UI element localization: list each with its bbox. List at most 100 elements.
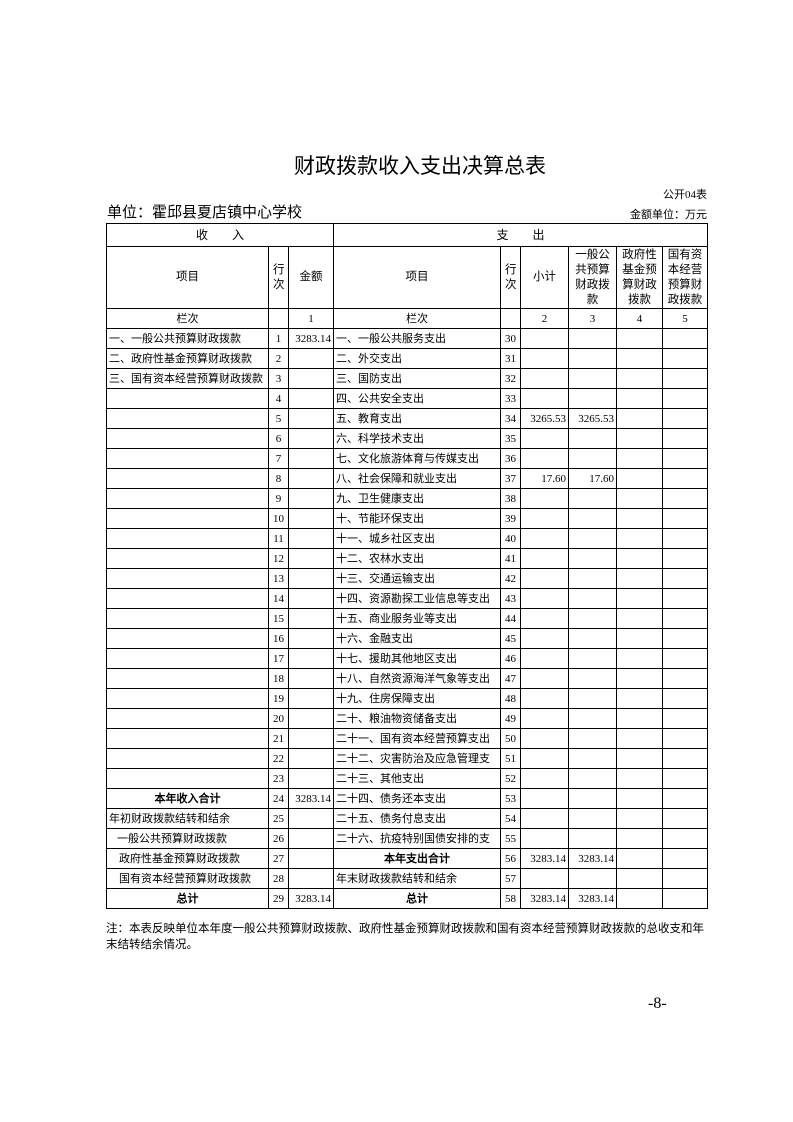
table-cell <box>106 748 269 769</box>
amount-unit: 金额单位：万元 <box>630 209 707 221</box>
table-cell <box>568 808 617 829</box>
table-cell <box>288 848 334 869</box>
table-cell <box>568 608 617 629</box>
table-cell <box>520 348 569 369</box>
table-cell: 支 出 <box>332 223 709 247</box>
table-cell <box>661 368 709 389</box>
table-cell: 二、政府性基金预算财政拨款 <box>106 348 269 369</box>
table-row: 总计 29 3283.14 总计 58 3283.14 3283.14 <box>106 888 709 909</box>
table-cell <box>568 388 617 409</box>
table-row: 4 四、公共安全支出 33 <box>106 388 709 409</box>
table-cell <box>520 668 569 689</box>
table-cell <box>568 768 617 789</box>
table-cell <box>288 408 334 429</box>
table-cell: 5 <box>268 408 289 429</box>
table-cell <box>520 528 569 549</box>
table-cell: 40 <box>500 528 521 549</box>
table-cell: 50 <box>500 728 521 749</box>
table-cell: 3283.14 <box>520 888 569 909</box>
table-cell: 17 <box>268 648 289 669</box>
table-cell: 1 <box>268 328 289 349</box>
table-cell <box>520 768 569 789</box>
table-cell <box>106 428 269 449</box>
table-cell <box>106 468 269 489</box>
table-cell <box>616 448 663 469</box>
table-cell: 本年收入合计 <box>106 788 269 809</box>
table-cell <box>568 748 617 769</box>
table-cell: 栏次 <box>106 308 269 329</box>
table-cell <box>268 308 289 329</box>
table-row: 20 二十、粮油物资储备支出 49 <box>106 708 709 729</box>
table-cell <box>661 628 709 649</box>
table-row: 9 九、卫生健康支出 38 <box>106 488 709 509</box>
table-cell: 3265.53 <box>520 408 569 429</box>
table-cell <box>568 568 617 589</box>
table-cell <box>616 868 663 889</box>
table-cell <box>520 868 569 889</box>
table-cell <box>616 488 663 509</box>
table-cell: 一、一般公共服务支出 <box>333 328 501 349</box>
table-cell: 小计 <box>520 246 569 309</box>
table-cell <box>568 668 617 689</box>
table-cell: 43 <box>500 588 521 609</box>
table-cell: 年末财政拨款结转和结余 <box>333 868 501 889</box>
table-cell <box>288 628 334 649</box>
table-cell <box>288 348 334 369</box>
table-cell: 27 <box>268 848 289 869</box>
table-cell <box>661 388 709 409</box>
table-cell <box>106 728 269 749</box>
table-cell: 政府性基金预算财政拨款 <box>106 848 269 869</box>
table-cell <box>661 428 709 449</box>
table-cell <box>520 448 569 469</box>
table-cell: 6 <box>268 428 289 449</box>
table-cell <box>288 368 334 389</box>
table-cell <box>288 868 334 889</box>
table-row: 6 六、科学技术支出 35 <box>106 428 709 449</box>
table-row: 5 五、教育支出 34 3265.53 3265.53 <box>106 408 709 429</box>
table-cell <box>661 828 709 849</box>
table-cell: 49 <box>500 708 521 729</box>
table-cell: 58 <box>500 888 521 909</box>
table-cell: 52 <box>500 768 521 789</box>
table-cell: 十、节能环保支出 <box>333 508 501 529</box>
table-cell <box>288 448 334 469</box>
table-cell: 29 <box>268 888 289 909</box>
table-cell <box>520 548 569 569</box>
table-cell: 56 <box>500 848 521 869</box>
table-cell <box>661 768 709 789</box>
table-cell: 一般公共预算财政拨款 <box>568 246 617 309</box>
table-cell: 政府性基金预算财政拨款 <box>616 246 663 309</box>
table-cell: 34 <box>500 408 521 429</box>
table-cell: 二十六、抗疫特别国债安排的支 <box>333 828 501 849</box>
table-cell: 3283.14 <box>288 788 334 809</box>
table-cell <box>616 328 663 349</box>
table-row: 政府性基金预算财政拨款 27 本年支出合计 56 3283.14 3283.14 <box>106 848 709 869</box>
table-cell <box>661 448 709 469</box>
table-cell <box>288 568 334 589</box>
table-row: 15 十五、商业服务业等支出 44 <box>106 608 709 629</box>
table-cell: 十一、城乡社区支出 <box>333 528 501 549</box>
table-cell: 23 <box>268 768 289 789</box>
table-cell <box>616 628 663 649</box>
table-cell <box>616 548 663 569</box>
table-cell: 3283.14 <box>568 888 617 909</box>
table-cell: 十八、自然资源海洋气象等支出 <box>333 668 501 689</box>
table-cell <box>288 728 334 749</box>
table-cell <box>288 768 334 789</box>
table-cell <box>106 388 269 409</box>
table-cell <box>520 488 569 509</box>
table-cell <box>288 668 334 689</box>
table-cell: 31 <box>500 348 521 369</box>
table-row: 22 二十二、灾害防治及应急管理支 51 <box>106 748 709 769</box>
table-cell: 5 <box>661 308 709 329</box>
table-row: 17 十七、援助其他地区支出 46 <box>106 648 709 669</box>
table-cell <box>616 768 663 789</box>
table-cell <box>616 828 663 849</box>
table-cell <box>106 408 269 429</box>
table-cell <box>568 328 617 349</box>
table-cell <box>106 508 269 529</box>
table-cell: 总计 <box>333 888 501 909</box>
table-cell: 总计 <box>106 888 269 909</box>
table-cell <box>106 448 269 469</box>
table-row: 二、政府性基金预算财政拨款 2 二、外交支出 31 <box>106 348 709 369</box>
